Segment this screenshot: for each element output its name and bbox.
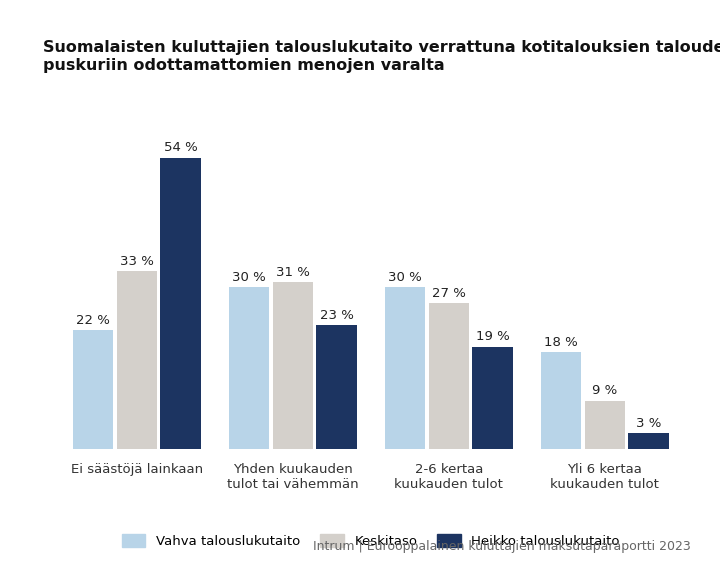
- Bar: [316, 325, 356, 449]
- Text: 3 %: 3 %: [636, 417, 661, 430]
- Text: 22 %: 22 %: [76, 314, 110, 327]
- Text: 18 %: 18 %: [544, 336, 578, 349]
- Bar: [73, 331, 113, 449]
- Bar: [273, 282, 313, 449]
- Text: Suomalaisten kuluttajien talouslukutaito verrattuna kotitalouksien taloudellisee: Suomalaisten kuluttajien talouslukutaito…: [43, 40, 720, 73]
- Text: 9 %: 9 %: [592, 384, 618, 397]
- Bar: [385, 287, 426, 449]
- Bar: [428, 304, 469, 449]
- Text: 33 %: 33 %: [120, 255, 154, 268]
- Bar: [541, 352, 581, 449]
- Text: Intrum | Eurooppalainen kuluttajien maksutaparaportti 2023: Intrum | Eurooppalainen kuluttajien maks…: [313, 540, 691, 553]
- Text: 23 %: 23 %: [320, 309, 354, 322]
- Text: 31 %: 31 %: [276, 266, 310, 279]
- Text: 54 %: 54 %: [163, 142, 197, 154]
- Bar: [472, 347, 513, 449]
- Text: 30 %: 30 %: [233, 271, 266, 284]
- Legend: Vahva talouslukutaito, Keskitaso, Heikko talouslukutaito: Vahva talouslukutaito, Keskitaso, Heikko…: [117, 529, 625, 554]
- Text: 30 %: 30 %: [388, 271, 422, 284]
- Text: 19 %: 19 %: [476, 331, 509, 343]
- Bar: [629, 433, 669, 449]
- Bar: [585, 401, 625, 449]
- Bar: [117, 271, 157, 449]
- Bar: [161, 158, 201, 449]
- Bar: [229, 287, 269, 449]
- Text: 27 %: 27 %: [432, 287, 466, 300]
